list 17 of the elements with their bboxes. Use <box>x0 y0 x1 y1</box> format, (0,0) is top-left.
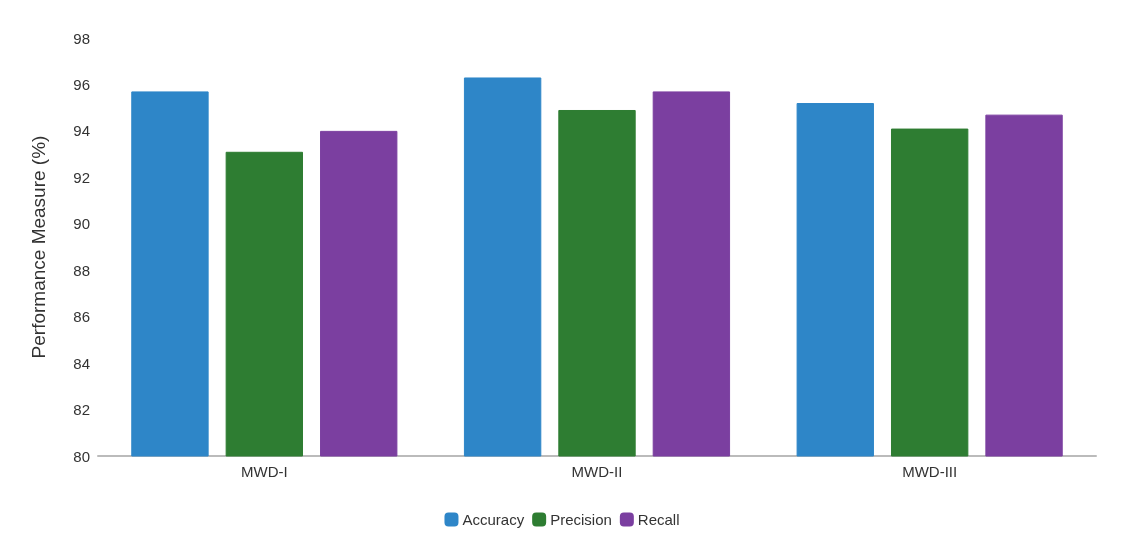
y-tick-label: 96 <box>73 75 90 93</box>
legend-label: Recall <box>637 511 680 528</box>
y-axis-title: Performance Measure (%) <box>28 135 49 359</box>
y-tick-label: 88 <box>73 261 90 279</box>
y-tick-label: 98 <box>73 29 90 47</box>
y-tick-label: 84 <box>73 354 90 372</box>
y-tick-label: 80 <box>73 447 90 465</box>
x-tick-label: MWD-III <box>902 463 958 480</box>
legend-label: Accuracy <box>462 511 525 528</box>
y-tick-label: 90 <box>73 215 90 233</box>
legend-label: Precision <box>550 511 612 528</box>
y-tick-label: 86 <box>73 308 90 326</box>
x-tick-label: MWD-II <box>571 463 623 480</box>
y-tick-label: 82 <box>73 401 90 419</box>
x-tick-label: MWD-I <box>241 463 288 480</box>
y-tick-label: 92 <box>73 168 90 186</box>
y-tick-label: 94 <box>73 122 90 140</box>
